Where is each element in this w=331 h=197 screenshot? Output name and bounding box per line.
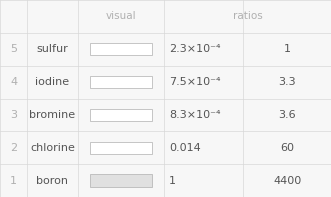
Bar <box>90 109 152 121</box>
Text: 1: 1 <box>10 176 17 186</box>
Text: 7.5×10⁻⁴: 7.5×10⁻⁴ <box>169 77 220 87</box>
Bar <box>90 76 152 88</box>
Text: chlorine: chlorine <box>30 143 75 153</box>
Text: 8.3×10⁻⁴: 8.3×10⁻⁴ <box>169 110 220 120</box>
Text: 1: 1 <box>284 44 291 54</box>
Bar <box>90 141 152 154</box>
Text: 0.014: 0.014 <box>169 143 201 153</box>
Text: ratios: ratios <box>233 11 262 21</box>
Text: 3: 3 <box>10 110 17 120</box>
Text: 4: 4 <box>10 77 17 87</box>
Text: visual: visual <box>106 11 136 21</box>
Text: 3.6: 3.6 <box>278 110 296 120</box>
Text: boron: boron <box>36 176 69 186</box>
Bar <box>90 43 152 56</box>
Text: sulfur: sulfur <box>37 44 68 54</box>
Text: 60: 60 <box>280 143 294 153</box>
Text: 3.3: 3.3 <box>278 77 296 87</box>
Text: 4400: 4400 <box>273 176 301 186</box>
Text: 5: 5 <box>10 44 17 54</box>
Text: 2: 2 <box>10 143 17 153</box>
Text: 1: 1 <box>169 176 176 186</box>
Text: 2.3×10⁻⁴: 2.3×10⁻⁴ <box>169 44 220 54</box>
Text: iodine: iodine <box>35 77 70 87</box>
Bar <box>90 174 152 187</box>
Text: bromine: bromine <box>29 110 75 120</box>
